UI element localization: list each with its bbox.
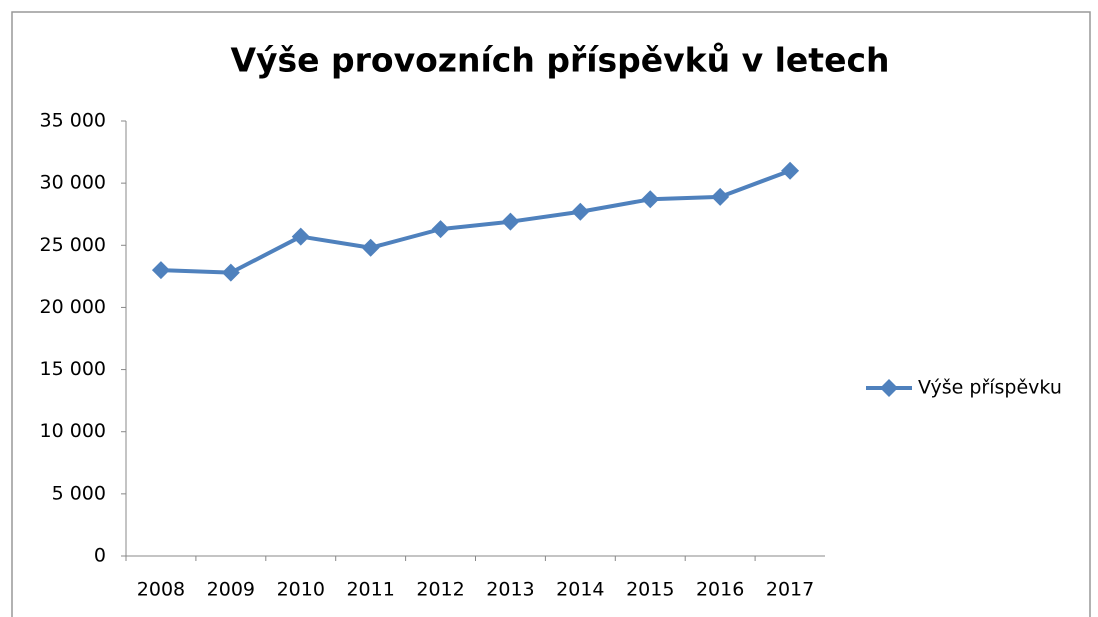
chart-frame — [11, 11, 1091, 617]
legend-marker — [880, 379, 898, 397]
x-tick-label: 2015 — [626, 579, 674, 601]
x-tick-label: 2011 — [346, 579, 394, 601]
x-tick-label: 2017 — [766, 579, 814, 601]
y-tick-label: 10 000 — [40, 420, 106, 442]
x-tick-label: 2012 — [416, 579, 464, 601]
y-tick-label: 5 000 — [52, 482, 106, 504]
x-tick-label: 2013 — [486, 579, 534, 601]
y-tick-label: 30 000 — [40, 172, 106, 194]
data-point — [151, 261, 170, 280]
data-point — [431, 220, 450, 239]
data-point — [571, 202, 590, 221]
chart-title: Výše provozních příspěvků v letech — [230, 41, 889, 80]
data-point — [501, 212, 520, 231]
y-tick-label: 35 000 — [40, 110, 106, 132]
y-tick-label: 0 — [94, 545, 106, 567]
series-line — [160, 168, 791, 275]
data-point — [221, 263, 240, 282]
y-tick-label: 15 000 — [40, 358, 106, 380]
x-tick-label: 2010 — [277, 579, 325, 601]
data-point — [641, 190, 660, 209]
legend-label: Výše příspěvku — [918, 377, 1062, 399]
x-tick-label: 2014 — [556, 579, 604, 601]
x-tick-label: 2016 — [696, 579, 744, 601]
data-point — [711, 187, 730, 206]
y-tick-label: 20 000 — [40, 296, 106, 318]
data-point — [781, 161, 800, 180]
y-tick-label: 25 000 — [40, 234, 106, 256]
x-tick-label: 2008 — [137, 579, 185, 601]
x-tick-label: 2009 — [207, 579, 255, 601]
data-point — [291, 227, 310, 246]
data-point — [361, 238, 380, 257]
